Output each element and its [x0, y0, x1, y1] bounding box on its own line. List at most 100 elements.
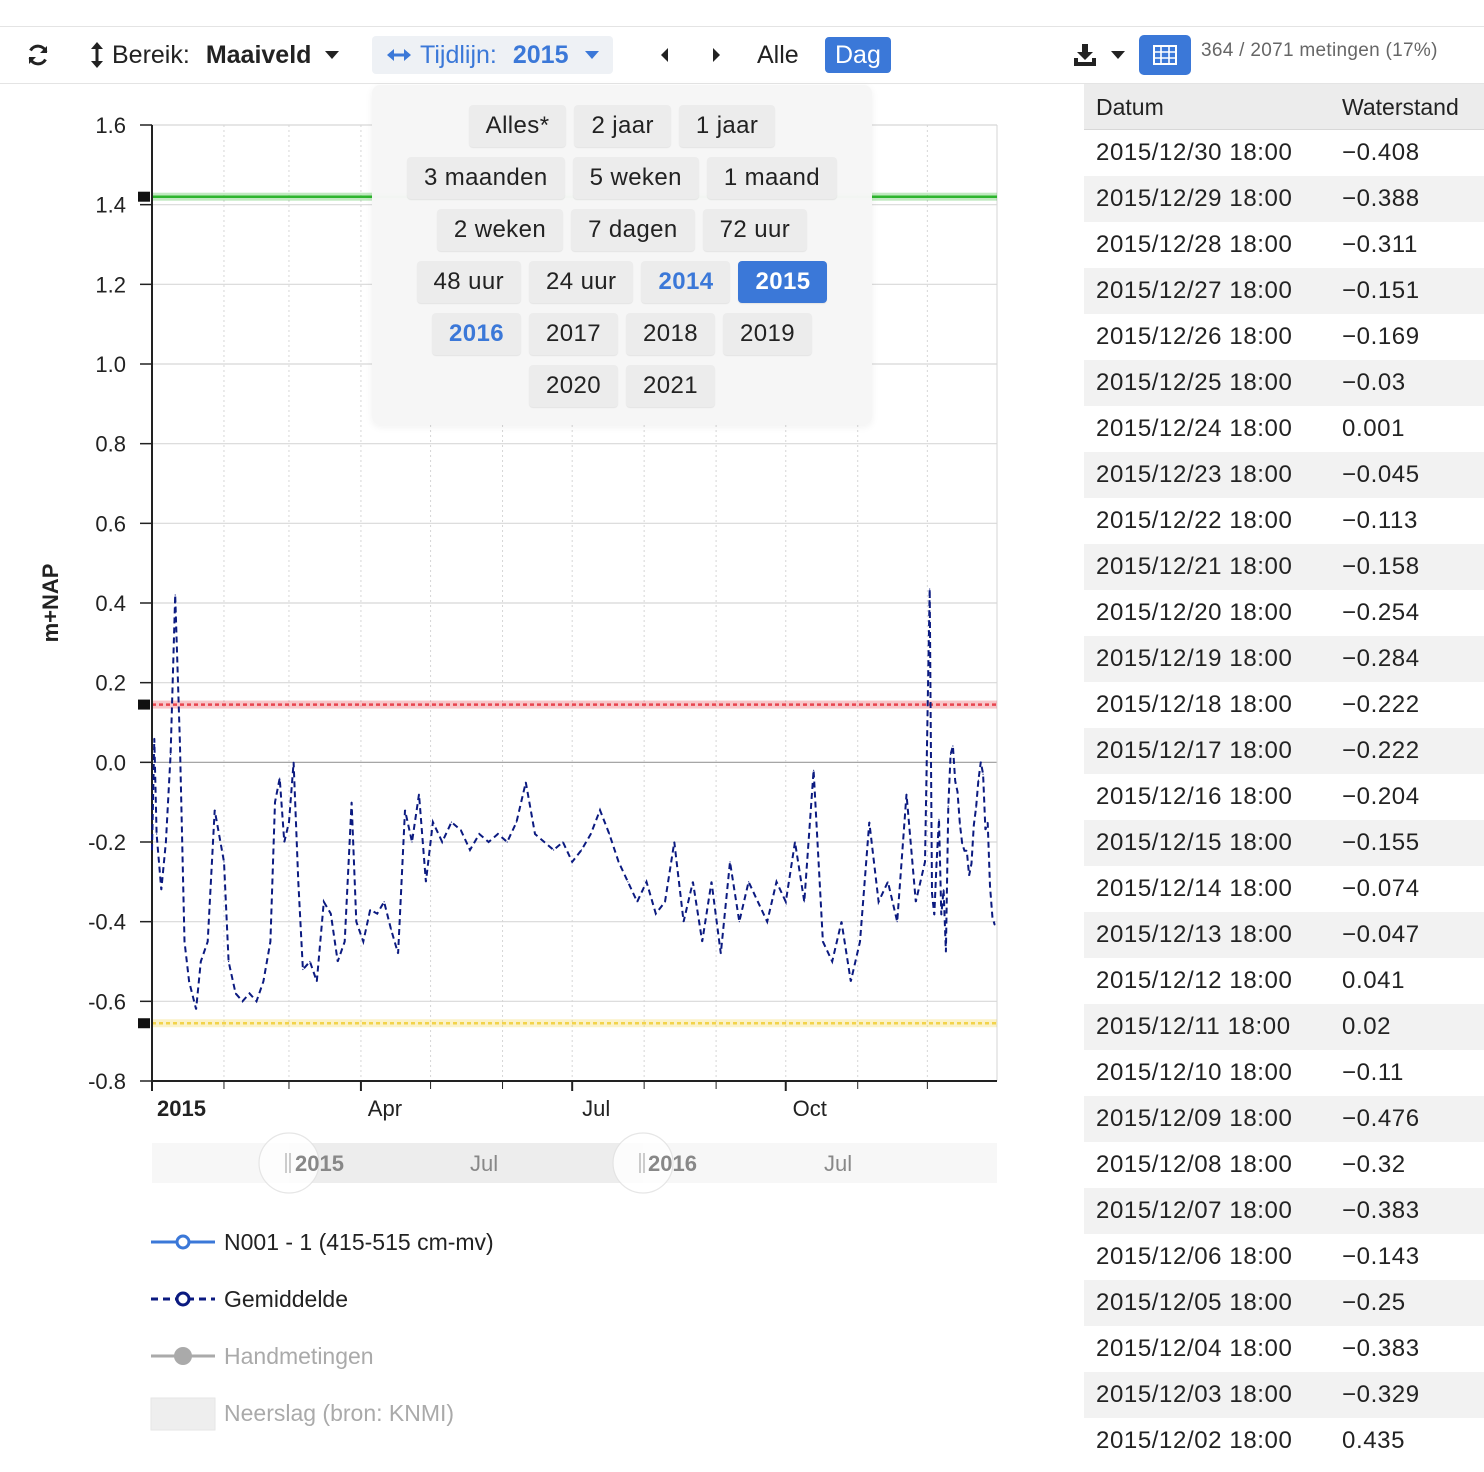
data-point: [293, 761, 295, 763]
tijdlijn-label: Tijdlijn:: [420, 40, 497, 69]
y-tick-label: 1.0: [95, 352, 126, 377]
data-point: [692, 881, 694, 883]
table-row[interactable]: 2015/12/17 18:00 −0.222: [1084, 728, 1484, 774]
range-option-2015[interactable]: 2015: [738, 261, 828, 303]
legend-item[interactable]: Gemiddelde: [151, 1286, 348, 1312]
table-row[interactable]: 2015/12/24 18:00 0.001: [1084, 406, 1484, 452]
data-point: [956, 791, 959, 793]
table-row[interactable]: 2015/12/07 18:00 −0.383: [1084, 1188, 1484, 1234]
download-button[interactable]: [1073, 27, 1125, 83]
range-option-1-maand[interactable]: 1 maand: [706, 157, 838, 199]
table-row[interactable]: 2015/12/02 18:00 0.435: [1084, 1418, 1484, 1464]
range-option-alles[interactable]: Alles*: [468, 105, 567, 147]
data-point: [701, 940, 703, 943]
alle-button[interactable]: Alle: [757, 40, 799, 69]
range-option-2017[interactable]: 2017: [529, 313, 618, 355]
table-row[interactable]: 2015/12/29 18:00 −0.388: [1084, 176, 1484, 222]
table-row[interactable]: 2015/12/28 18:00 −0.311: [1084, 222, 1484, 268]
cell-datum: 2015/12/20 18:00: [1096, 599, 1293, 626]
header-datum[interactable]: Datum: [1096, 94, 1164, 120]
dag-button[interactable]: Dag: [825, 37, 891, 73]
table-row[interactable]: 2015/12/15 18:00 −0.155: [1084, 820, 1484, 866]
table-row[interactable]: 2015/12/14 18:00 −0.074: [1084, 866, 1484, 912]
refresh-button[interactable]: [26, 27, 50, 83]
data-point: [943, 889, 945, 891]
range-option-72-uur[interactable]: 72 uur: [702, 209, 808, 251]
data-point: [183, 940, 186, 943]
table-row[interactable]: 2015/12/06 18:00 −0.143: [1084, 1234, 1484, 1280]
table-row[interactable]: 2015/12/30 18:00 −0.408: [1084, 130, 1484, 176]
cell-waterstand: −0.329: [1342, 1381, 1420, 1408]
range-option-3-maanden[interactable]: 3 maanden: [406, 157, 565, 199]
header-waterstand[interactable]: Waterstand: [1342, 94, 1459, 120]
prev-button[interactable]: [660, 27, 670, 83]
range-option-2014[interactable]: 2014: [641, 261, 731, 303]
data-point: [441, 841, 443, 843]
range-option-2-weken[interactable]: 2 weken: [436, 209, 564, 251]
navigator-label: 2016: [648, 1151, 697, 1176]
next-icon: [713, 48, 720, 62]
data-point: [344, 940, 346, 943]
data-point: [506, 841, 508, 843]
table-row[interactable]: 2015/12/18 18:00 −0.222: [1084, 682, 1484, 728]
cell-waterstand: −0.158: [1342, 553, 1420, 580]
bereik-label: Bereik:: [112, 40, 190, 69]
range-option-2020[interactable]: 2020: [529, 365, 618, 407]
table-row[interactable]: 2015/12/26 18:00 −0.169: [1084, 314, 1484, 360]
data-point: [450, 821, 453, 823]
legend-item[interactable]: Handmetingen: [151, 1343, 374, 1369]
cell-datum: 2015/12/22 18:00: [1096, 507, 1293, 534]
table-row[interactable]: 2015/12/10 18:00 −0.11: [1084, 1050, 1484, 1096]
navigator-handle[interactable]: [258, 1132, 320, 1194]
next-button[interactable]: [711, 27, 721, 83]
table-row[interactable]: 2015/12/20 18:00 −0.254: [1084, 590, 1484, 636]
table-row[interactable]: 2015/12/08 18:00 −0.32: [1084, 1142, 1484, 1188]
y-tick-label: -0.4: [88, 910, 126, 935]
table-toggle-button[interactable]: [1139, 35, 1191, 75]
bereik-dropdown[interactable]: Bereik: Maaiveld: [90, 27, 340, 83]
legend-item[interactable]: Neerslag (bron: KNMI): [150, 1397, 454, 1431]
navigator-window[interactable]: [289, 1143, 643, 1183]
table-row[interactable]: 2015/12/12 18:00 0.041: [1084, 958, 1484, 1004]
range-option-2016[interactable]: 2016: [432, 313, 521, 355]
navigator-handle[interactable]: [612, 1132, 674, 1194]
table-row[interactable]: 2015/12/23 18:00 −0.045: [1084, 452, 1484, 498]
range-option-2021[interactable]: 2021: [626, 365, 715, 407]
x-tick-label: Oct: [793, 1096, 827, 1121]
cell-waterstand: −0.311: [1342, 231, 1418, 258]
table-row[interactable]: 2015/12/04 18:00 −0.383: [1084, 1326, 1484, 1372]
table-row[interactable]: 2015/12/13 18:00 −0.047: [1084, 912, 1484, 958]
table-row[interactable]: 2015/12/21 18:00 −0.158: [1084, 544, 1484, 590]
table-row[interactable]: 2015/12/27 18:00 −0.151: [1084, 268, 1484, 314]
data-point: [683, 921, 685, 923]
range-option-5-weken[interactable]: 5 weken: [572, 157, 699, 199]
range-option-1-jaar[interactable]: 1 jaar: [678, 105, 776, 147]
table-row[interactable]: 2015/12/05 18:00 −0.25: [1084, 1280, 1484, 1326]
table-row[interactable]: 2015/12/25 18:00 −0.03: [1084, 360, 1484, 406]
range-option-2-jaar[interactable]: 2 jaar: [574, 105, 671, 147]
data-point: [580, 849, 583, 851]
range-option-2019[interactable]: 2019: [723, 313, 812, 355]
data-point: [156, 833, 158, 835]
legend-swatch: [150, 1397, 216, 1431]
range-option-24-uur[interactable]: 24 uur: [529, 261, 634, 303]
data-point: [274, 801, 276, 803]
legend-marker: [175, 1234, 191, 1250]
range-option-7-dagen[interactable]: 7 dagen: [571, 209, 695, 251]
data-point: [165, 841, 167, 843]
table-row[interactable]: 2015/12/22 18:00 −0.113: [1084, 498, 1484, 544]
range-option-2018[interactable]: 2018: [626, 313, 715, 355]
table-row[interactable]: 2015/12/11 18:00 0.02: [1084, 1004, 1484, 1050]
cell-waterstand: −0.388: [1342, 185, 1420, 212]
table-row[interactable]: 2015/12/16 18:00 −0.204: [1084, 774, 1484, 820]
legend-item[interactable]: N001 - 1 (415-515 cm-mv): [151, 1229, 494, 1255]
range-option-48-uur[interactable]: 48 uur: [416, 261, 521, 303]
table-row[interactable]: 2015/12/19 18:00 −0.284: [1084, 636, 1484, 682]
data-point: [645, 881, 648, 883]
tijdlijn-dropdown[interactable]: Tijdlijn: 2015: [372, 36, 613, 74]
data-point: [543, 841, 545, 843]
table-row[interactable]: 2015/12/09 18:00 −0.476: [1084, 1096, 1484, 1142]
cell-datum: 2015/12/27 18:00: [1096, 277, 1293, 304]
data-point: [383, 901, 385, 903]
table-row[interactable]: 2015/12/03 18:00 −0.329: [1084, 1372, 1484, 1418]
